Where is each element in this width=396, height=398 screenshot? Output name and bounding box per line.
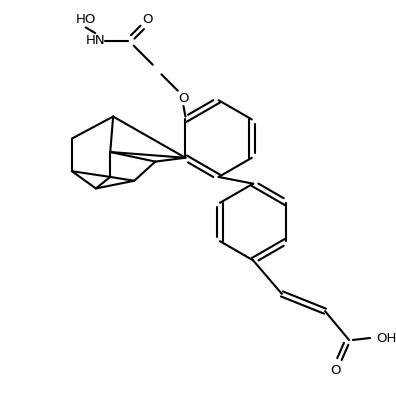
Text: HN: HN [86,34,105,47]
Text: O: O [178,92,189,105]
Text: HO: HO [76,13,96,26]
Text: OH: OH [376,332,396,345]
Text: O: O [142,13,152,26]
Text: O: O [330,364,341,377]
